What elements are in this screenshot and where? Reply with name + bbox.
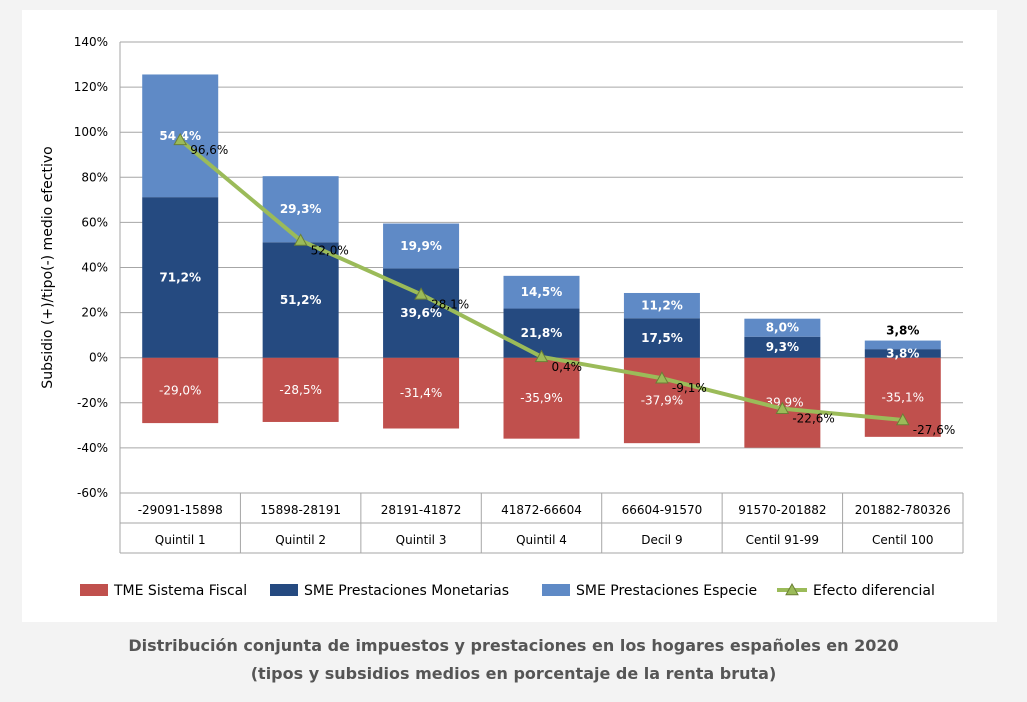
data-label-tme: -35,9% bbox=[520, 391, 562, 405]
data-label-tme: -31,4% bbox=[400, 386, 442, 400]
marker-efecto-diferencial bbox=[775, 401, 790, 414]
x-range-label: -29091-15898 bbox=[138, 503, 223, 517]
data-label-monetarias: 17,5% bbox=[641, 331, 683, 345]
y-tick-label: 140% bbox=[74, 35, 108, 49]
legend-label: SME Prestaciones Monetarias bbox=[304, 583, 509, 599]
marker-efecto-diferencial bbox=[895, 412, 910, 426]
legend-swatch bbox=[542, 584, 570, 596]
x-category-label: Centil 91-99 bbox=[746, 533, 819, 547]
data-label-monetarias: 51,2% bbox=[280, 293, 322, 307]
data-label-especie: 29,3% bbox=[280, 202, 322, 216]
y-tick-label: 100% bbox=[74, 125, 108, 139]
y-tick-label: 80% bbox=[81, 170, 108, 184]
legend-label: TME Sistema Fiscal bbox=[113, 583, 247, 599]
x-category-label: Quintil 4 bbox=[516, 533, 567, 547]
x-range-label: 15898-28191 bbox=[260, 503, 341, 517]
data-label-efecto: 0,4% bbox=[552, 360, 583, 374]
data-label-monetarias: 9,3% bbox=[766, 340, 799, 354]
y-tick-label: -60% bbox=[77, 486, 108, 500]
chart: -60% -40% -20% 0% 20% 40% 60% 80% 100% 120% 140% -2… bbox=[40, 35, 964, 599]
data-label-especie: 8,0% bbox=[766, 321, 799, 335]
legend-swatch bbox=[270, 584, 298, 596]
x-range-label: 66604-91570 bbox=[622, 503, 703, 517]
bar-sme-prestaciones-especie bbox=[744, 318, 821, 337]
data-label-efecto: 28,1% bbox=[431, 297, 469, 311]
bar-sme-prestaciones-monetarias bbox=[503, 308, 580, 358]
data-label-especie: 3,8% bbox=[886, 324, 919, 338]
bar-sme-prestaciones-monetarias bbox=[142, 197, 219, 358]
x-category-label: Centil 100 bbox=[872, 533, 933, 547]
bar-sme-prestaciones-monetarias bbox=[262, 242, 339, 358]
y-tick-label: 0% bbox=[89, 351, 108, 365]
marker-efecto-diferencial bbox=[293, 233, 308, 246]
y-tick-label: 60% bbox=[81, 215, 108, 229]
bar-tme-sistema-fiscal bbox=[383, 357, 460, 429]
bar-sme-prestaciones-especie bbox=[383, 223, 460, 269]
legend-marker bbox=[785, 582, 799, 596]
data-label-tme: -28,5% bbox=[279, 383, 321, 397]
data-label-monetarias: 39,6% bbox=[400, 306, 442, 320]
bar-tme-sistema-fiscal bbox=[262, 357, 339, 422]
x-category-label: Quintil 1 bbox=[155, 533, 206, 547]
data-label-tme: -37,9% bbox=[641, 393, 683, 407]
marker-efecto-diferencial bbox=[173, 132, 188, 146]
data-label-monetarias: 21,8% bbox=[521, 326, 563, 340]
x-range-label: 201882-780326 bbox=[855, 503, 951, 517]
chart-panel: -60% -40% -20% 0% 20% 40% 60% 80% 100% 120% 140% -2… bbox=[22, 10, 997, 622]
bar-sme-prestaciones-especie bbox=[262, 176, 339, 243]
x-range-label: 28191-41872 bbox=[381, 503, 462, 517]
x-range-label: 41872-66604 bbox=[501, 503, 582, 517]
x-category-label: Decil 9 bbox=[641, 533, 682, 547]
x-category-label: Quintil 3 bbox=[396, 533, 447, 547]
y-tick-label: -40% bbox=[77, 441, 108, 455]
data-label-efecto: 52,0% bbox=[311, 243, 349, 257]
data-label-efecto: 96,6% bbox=[190, 143, 228, 157]
legend-label: Efecto diferencial bbox=[813, 583, 935, 599]
y-tick-label: 20% bbox=[81, 306, 108, 320]
bar-tme-sistema-fiscal bbox=[503, 357, 580, 439]
x-range-label: 91570-201882 bbox=[738, 503, 826, 517]
data-label-efecto: -27,6% bbox=[913, 423, 955, 437]
y-axis-title: Subsidio (+)/tipo(-) medio efectivo bbox=[40, 146, 56, 388]
marker-efecto-diferencial bbox=[534, 349, 549, 363]
caption-title: Distribución conjunta de impuestos y pre… bbox=[128, 636, 899, 655]
marker-efecto-diferencial bbox=[414, 287, 428, 300]
bar-sme-prestaciones-especie bbox=[864, 340, 941, 350]
data-label-especie: 11,2% bbox=[641, 299, 683, 313]
caption-subtitle: (tipos y subsidios medios en porcentaje … bbox=[250, 664, 777, 683]
y-tick-label: 40% bbox=[81, 261, 108, 275]
legend-label: SME Prestaciones Especie bbox=[576, 583, 757, 599]
data-label-tme: -35,1% bbox=[882, 390, 924, 404]
bar-sme-prestaciones-especie bbox=[623, 292, 700, 319]
data-label-monetarias: 71,2% bbox=[159, 270, 201, 284]
bar-sme-prestaciones-monetarias bbox=[623, 318, 700, 358]
legend-swatch bbox=[80, 584, 108, 596]
marker-efecto-diferencial bbox=[655, 371, 669, 384]
y-tick-label: -20% bbox=[77, 396, 108, 410]
data-label-efecto: -9,1% bbox=[672, 381, 707, 395]
bar-sme-prestaciones-especie bbox=[503, 275, 580, 309]
bar-sme-prestaciones-monetarias bbox=[864, 349, 941, 358]
data-label-especie: 14,5% bbox=[521, 285, 563, 299]
bar-tme-sistema-fiscal bbox=[142, 357, 219, 424]
data-label-especie: 19,9% bbox=[400, 239, 442, 253]
bar-sme-prestaciones-monetarias bbox=[744, 336, 821, 358]
data-label-efecto: -22,6% bbox=[792, 412, 834, 426]
x-category-label: Quintil 2 bbox=[275, 533, 326, 547]
data-label-monetarias: 3,8% bbox=[886, 346, 919, 360]
y-tick-label: 120% bbox=[74, 80, 108, 94]
data-label-tme: -29,0% bbox=[159, 383, 201, 397]
